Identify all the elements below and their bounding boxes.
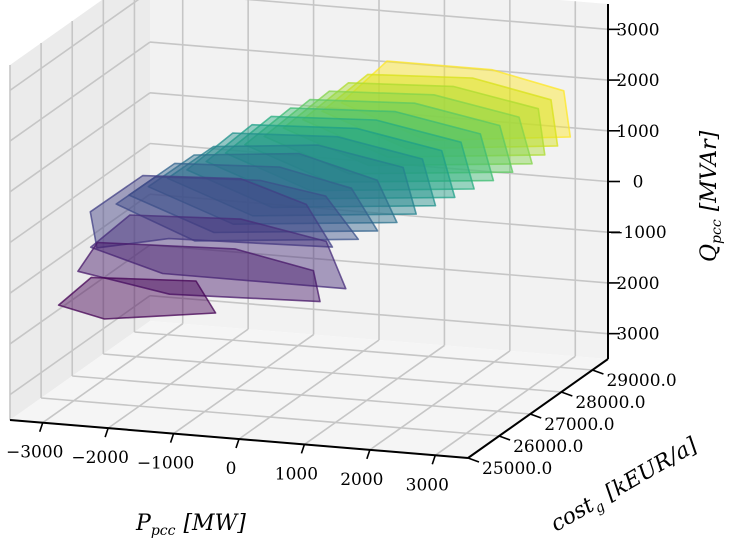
x-tick-label: 2000 [340, 470, 383, 490]
z-tick-label: 1000 [616, 122, 659, 142]
floor-gridline-x [238, 339, 380, 440]
cost-slice-polygon [57, 276, 217, 320]
cost-slice-polygon [186, 132, 437, 209]
z-tick-label: −1000 [609, 223, 667, 243]
y-tick-label: 25000.0 [482, 459, 552, 479]
floor-gridline-y [41, 397, 500, 437]
grid-lines [9, 0, 609, 459]
cost-slice-polygon [166, 144, 418, 217]
x-axis-title: Ppcc [MW] [135, 511, 246, 539]
y-axis-line [467, 358, 609, 459]
floor-gridline-x [434, 355, 576, 456]
x-tick-mark [104, 427, 109, 438]
cost-slice-polygon [128, 162, 379, 234]
axis-lines [9, 4, 620, 465]
x-tick-mark [38, 422, 44, 432]
side-gridline-z [9, 41, 151, 142]
floor-gridline-y [103, 353, 562, 393]
back-gridline-z [149, 41, 609, 81]
z-tick-label: 0 [633, 173, 644, 193]
cost-slice-polygon [77, 241, 321, 303]
cost-slice-polygon [147, 152, 398, 225]
floor-gridline-y [134, 331, 593, 371]
x-tick-label: 0 [226, 459, 237, 479]
x-tick-label: 1000 [275, 464, 318, 484]
x-tick-mark [169, 433, 175, 443]
side-gridline-z [9, 193, 151, 294]
back-gridline-z [149, 294, 609, 335]
y-tick-label: 27000.0 [544, 415, 614, 435]
x-tick-mark [235, 438, 240, 449]
side-pane [10, 0, 150, 420]
z-tick-label: 3000 [616, 20, 659, 40]
floor-gridline-y [72, 375, 531, 415]
data-polygons [57, 60, 572, 320]
side-gridline-z [9, 244, 151, 345]
z-tick-label: 3000 [616, 325, 659, 345]
x-tick-label: −3000 [6, 443, 64, 463]
y-tick-mark [467, 457, 480, 463]
back-gridline-z [149, 193, 609, 234]
y-tick-mark [498, 435, 511, 441]
back-gridline-z [149, 244, 609, 284]
z-tick-label: 2000 [616, 274, 659, 294]
z-axis-title: Qpcc[MVAr] [697, 130, 725, 262]
x-tick-mark [300, 444, 306, 454]
y-tick-mark [529, 413, 542, 419]
y-tick-label: 26000.0 [513, 437, 583, 457]
side-gridline-z [9, 0, 140, 92]
floor-gridline-x [173, 333, 315, 435]
back-gridline-z [244, 0, 609, 31]
cost-slice-polygon [89, 214, 347, 290]
x-tick-label: 3000 [406, 475, 449, 495]
side-gridline-z [9, 142, 151, 244]
floor-gridline-x [42, 323, 184, 424]
x-tick-label: −1000 [137, 454, 195, 474]
x-tick-mark [431, 455, 437, 465]
floor-gridline-x [303, 344, 445, 446]
y-tick-label: 28000.0 [575, 393, 645, 413]
x-tick-mark [366, 449, 371, 460]
floor-gridline-x [107, 328, 249, 429]
x-tick-label: −2000 [71, 448, 129, 468]
tick-labels: −3000 −2000 −1000 0 1000 2000 3000 25000.026000… [6, 20, 677, 495]
side-gridline-z [9, 92, 151, 193]
back-gridline-z [149, 142, 609, 183]
cost-slice-polygon [89, 174, 334, 249]
side-gridline-z [9, 294, 151, 396]
y-tick-label: 29000.0 [606, 371, 676, 391]
y-tick-mark [592, 369, 604, 375]
floor-gridline-x [369, 350, 511, 451]
y-tick-mark [561, 391, 573, 397]
z-tick-label: 2000 [616, 71, 659, 91]
